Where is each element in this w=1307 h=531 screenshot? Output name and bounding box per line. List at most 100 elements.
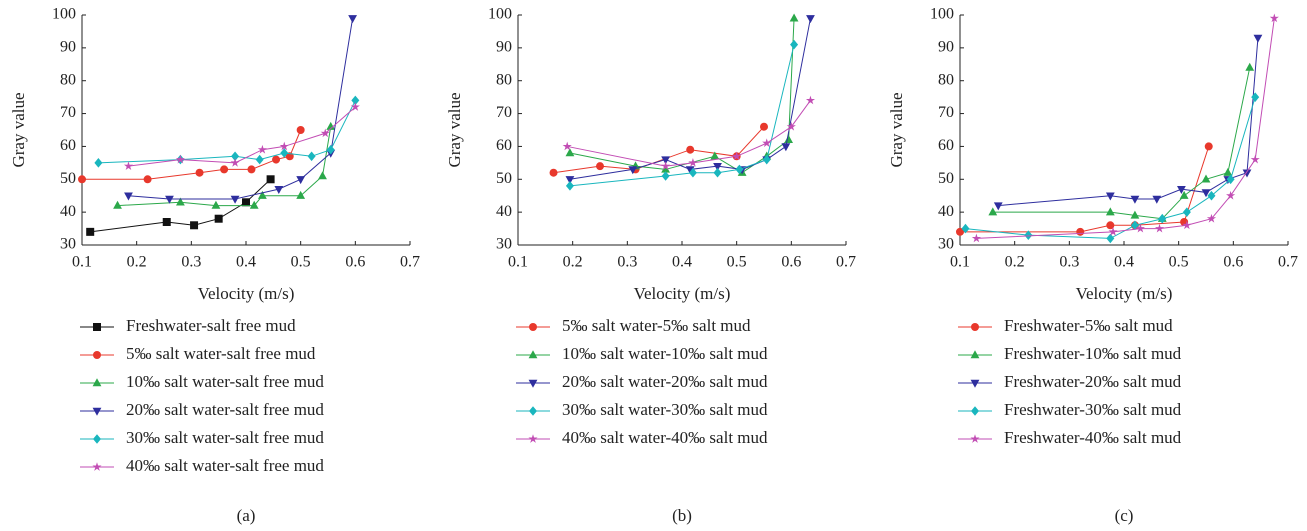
x-tick-label: 0.7: [1278, 254, 1298, 271]
data-point: [94, 158, 103, 168]
data-point: [1250, 154, 1260, 164]
legend-marker: [529, 406, 537, 416]
data-point: [686, 145, 695, 154]
data-point: [176, 197, 185, 206]
data-point: [562, 141, 572, 151]
data-point: [1253, 34, 1263, 43]
data-point: [247, 165, 256, 174]
data-point: [272, 155, 281, 164]
series-line: [960, 146, 1210, 233]
data-point: [1269, 13, 1279, 23]
series-line: [569, 18, 811, 180]
data-point: [1158, 213, 1167, 224]
legend-marker: [93, 351, 101, 359]
y-tick-label: 80: [60, 71, 76, 88]
data-point: [143, 175, 152, 184]
data-point: [789, 13, 799, 22]
data-point: [1130, 210, 1140, 219]
data-point: [113, 200, 122, 209]
data-point: [988, 207, 998, 216]
data-point: [274, 185, 284, 194]
data-point: [1182, 207, 1191, 217]
legend-label: 5‰ salt water-salt free mud: [126, 344, 316, 363]
x-tick-label: 0.6: [781, 254, 801, 271]
legend-marker: [970, 379, 980, 388]
x-tick-label: 0.2: [127, 254, 147, 271]
x-tick-label: 0.4: [236, 254, 256, 271]
y-tick-label: 80: [938, 71, 954, 88]
data-point: [732, 151, 742, 161]
series-line: [567, 100, 811, 167]
legend-label: Freshwater-20‰ salt mud: [1004, 372, 1182, 391]
x-tick-label: 0.4: [1114, 254, 1134, 271]
data-point: [258, 190, 267, 199]
data-point: [1204, 142, 1213, 151]
data-point: [1251, 92, 1260, 102]
data-point: [596, 162, 604, 171]
legend-marker: [971, 323, 979, 331]
data-point: [713, 167, 722, 178]
x-tick-label: 0.5: [1169, 254, 1189, 271]
legend-marker: [528, 434, 538, 443]
data-point: [162, 218, 171, 226]
data-point: [165, 195, 174, 204]
data-point: [350, 102, 360, 111]
y-axis-label: Gray value: [887, 92, 906, 167]
y-tick-label: 50: [60, 170, 76, 187]
data-point: [762, 154, 771, 165]
y-axis-label: Gray value: [9, 92, 28, 167]
y-tick-label: 60: [60, 137, 76, 154]
data-point: [1179, 190, 1189, 199]
legend-marker: [92, 407, 102, 416]
x-tick-label: 0.1: [950, 254, 970, 271]
legend-label: 10‰ salt water-salt free mud: [126, 372, 324, 391]
y-tick-label: 90: [938, 39, 954, 56]
data-point: [565, 181, 574, 191]
data-point: [214, 214, 223, 223]
y-tick-label: 70: [938, 104, 954, 121]
y-tick-label: 90: [496, 39, 512, 56]
data-point: [190, 221, 199, 230]
data-point: [280, 148, 289, 158]
y-tick-label: 80: [496, 71, 512, 88]
data-point: [78, 175, 86, 184]
y-tick-label: 40: [496, 203, 512, 220]
data-point: [1182, 220, 1192, 230]
data-point: [549, 168, 558, 177]
data-point: [1106, 221, 1115, 230]
data-point: [1201, 174, 1211, 183]
legend-marker: [92, 462, 102, 471]
data-point: [762, 138, 772, 148]
y-tick-label: 60: [496, 137, 512, 154]
data-point: [661, 161, 671, 171]
data-point: [320, 128, 330, 138]
legend-marker: [529, 323, 537, 331]
x-axis-label: Velocity (m/s): [198, 284, 295, 303]
data-point: [993, 202, 1003, 211]
x-tick-label: 0.5: [291, 254, 311, 271]
data-point: [1152, 195, 1162, 204]
series-line: [98, 100, 356, 164]
legend-marker: [970, 350, 980, 359]
data-point: [628, 166, 638, 175]
data-point: [565, 176, 575, 185]
legend-label: 5‰ salt water-5‰ salt mud: [562, 316, 751, 335]
data-point: [318, 171, 327, 180]
data-point: [1206, 213, 1217, 223]
data-point: [1076, 227, 1085, 236]
data-point: [326, 121, 336, 130]
data-point: [784, 135, 793, 144]
data-point: [351, 95, 360, 106]
legend-marker: [528, 379, 538, 388]
series-line: [998, 37, 1259, 207]
data-point: [124, 192, 133, 201]
data-point: [86, 227, 95, 236]
series-line: [976, 18, 1275, 239]
data-point: [713, 162, 722, 171]
y-tick-label: 90: [60, 39, 76, 56]
y-tick-label: 100: [52, 6, 76, 23]
data-point: [710, 151, 720, 160]
y-tick-label: 70: [496, 104, 512, 121]
legend-label: 20‰ salt water-salt free mud: [126, 400, 324, 419]
